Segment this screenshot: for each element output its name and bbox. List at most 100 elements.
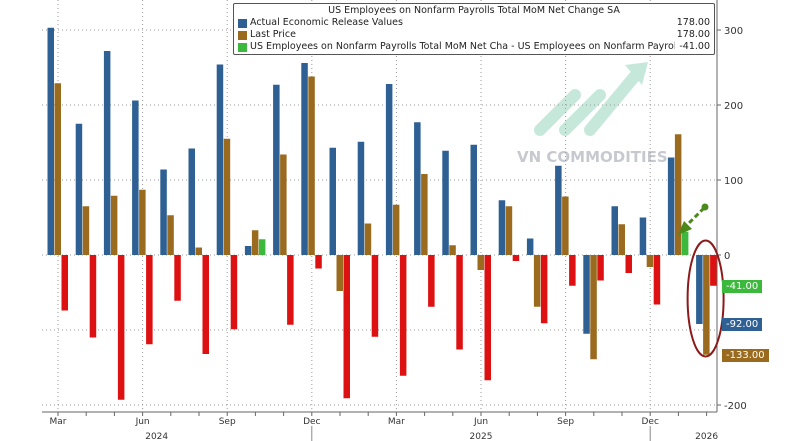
bar-actual [470,144,477,255]
bar-difference [146,255,153,345]
y-tick-label: 200 [724,101,743,112]
annotation-arrow-shaft [684,206,706,228]
bar-last-price [533,255,541,307]
bar-difference [625,255,632,273]
bar-last-price [251,230,259,255]
bar-actual [555,165,562,255]
x-tick-label: Dec [641,417,658,427]
bar-last-price [167,215,174,255]
bar-difference [61,255,68,311]
legend-swatch-brown [238,30,247,40]
bar-actual [639,217,647,255]
watermark-text: VN COMMODITIES [517,148,668,166]
bar-actual [75,123,83,255]
bar-difference [512,255,520,261]
year-label: 2025 [470,432,493,441]
legend-value: 178.00 [676,17,710,28]
bar-last-price [364,223,372,255]
bar-last-price [280,154,287,255]
x-tick-label: Dec [303,417,320,427]
bar-actual [273,84,280,255]
bar-actual [385,84,393,255]
bar-difference [89,255,97,338]
bar-actual [357,141,365,255]
bar-actual [667,157,675,255]
bar-last-price [336,255,343,291]
bar-actual [583,255,590,334]
bar-actual [301,63,308,255]
bar-actual [329,147,336,255]
legend-value: -41.00 [679,41,710,52]
bar-actual [188,148,195,255]
bar-last-price [562,196,569,255]
legend-value: 178.00 [676,29,710,40]
y-tick-label: -200 [724,401,747,412]
bar-last-price [674,134,682,255]
bar-actual [696,255,703,324]
last-value-tag: -41.00 [722,279,763,293]
year-label: 2024 [145,432,168,441]
bar-last-price [195,247,202,255]
bar-last-price [618,224,625,255]
last-value-tag: -92.00 [722,318,763,331]
bar-difference [343,255,350,399]
bar-difference [230,255,238,330]
bar-last-price [646,255,654,267]
bar-difference [710,255,717,286]
highlight-ellipse [686,239,725,358]
bar-last-price [223,138,231,255]
year-label: 2026 [695,432,718,441]
legend-item-difference: US Employees on Nonfarm Payrolls Total M… [238,41,710,53]
bar-last-price [449,245,456,255]
bar-actual [414,122,421,255]
bar-difference [174,255,181,301]
legend-label: Last Price [250,29,296,40]
legend-swatch-green [238,42,247,52]
bar-difference [569,255,576,286]
bar-last-price [308,76,315,255]
bar-difference [484,255,491,381]
legend-label: US Employees on Nonfarm Payrolls Total M… [250,41,676,52]
bar-difference [540,255,548,324]
annotation-arrow-head [678,221,692,235]
bar-difference [287,255,294,325]
bar-last-price [477,255,484,270]
x-tick-label: Mar [50,417,67,427]
bar-actual [244,246,252,255]
bar-difference [597,255,604,281]
bar-last-price [82,206,90,255]
bar-actual [103,51,111,255]
bar-actual [498,200,506,255]
bar-actual [526,238,534,255]
bar-actual [160,169,167,255]
x-tick-label: Mar [388,417,405,427]
y-tick-label: 0 [724,251,730,262]
bar-actual [132,100,139,255]
bar-last-price [110,195,118,255]
bar-last-price [392,204,400,255]
bar-last-price [703,255,710,355]
x-tick-label: Jun [135,417,150,427]
bar-difference [202,255,209,354]
bar-difference [653,255,661,305]
bar-actual [47,27,54,255]
bar-difference [117,255,125,400]
y-tick-label: 300 [724,26,743,37]
x-tick-label: Sep [557,417,574,427]
legend-swatch-blue [238,18,247,28]
bar-last-price [139,189,146,255]
bar-difference [258,239,266,255]
bar-difference [315,255,322,269]
bar-last-price [505,206,513,255]
y-tick-label: 100 [724,176,743,187]
legend-item-actual: Actual Economic Release Values 178.00 [238,17,710,29]
annotation-arrow-dot [701,203,709,211]
legend-label: Actual Economic Release Values [250,17,403,28]
chart-title: US Employees on Nonfarm Payrolls Total M… [328,5,620,16]
bar-difference [399,255,407,376]
bar-last-price [421,174,428,255]
bar-difference [371,255,379,337]
x-tick-label: Jun [473,417,488,427]
legend: US Employees on Nonfarm Payrolls Total M… [233,3,715,55]
